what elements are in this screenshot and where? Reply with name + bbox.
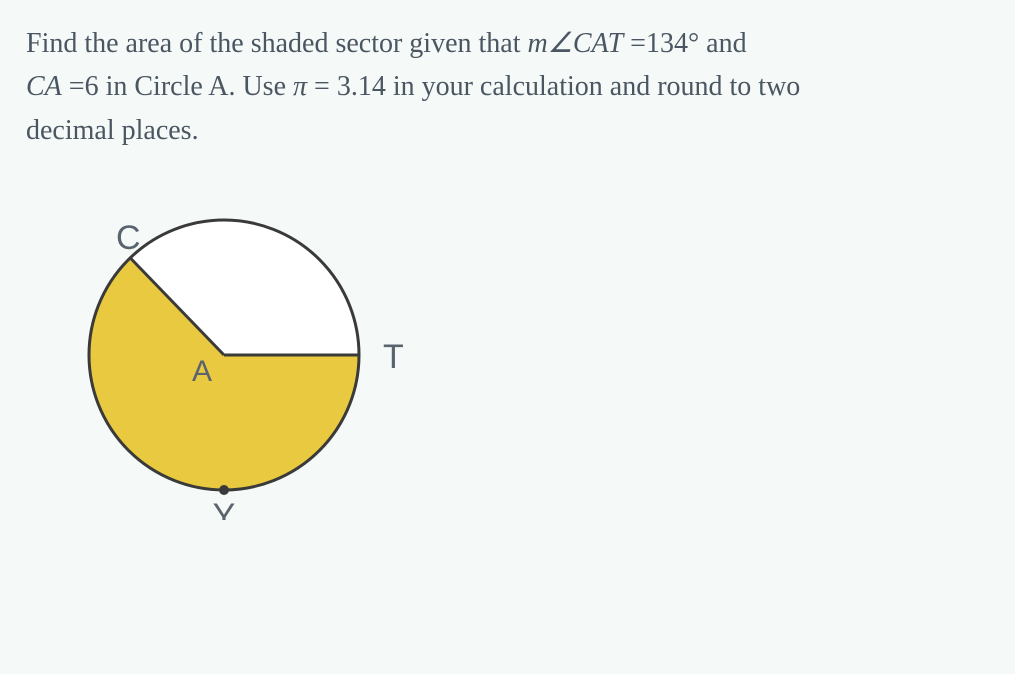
- text-part: Find the area of the shaded sector given…: [26, 28, 528, 59]
- label-C: C: [116, 219, 141, 257]
- pi-value: 3.14: [337, 71, 386, 102]
- label-Y: Y: [213, 497, 236, 520]
- equals: =: [307, 71, 337, 102]
- circle-diagram-svg: C T Y A: [54, 160, 414, 520]
- label-T: T: [383, 338, 404, 376]
- equals: =: [62, 71, 85, 102]
- degree-symbol: °: [688, 28, 699, 59]
- segment-CA: CA: [26, 71, 62, 102]
- diagram: C T Y A: [54, 160, 989, 525]
- equals: =: [623, 28, 646, 59]
- pi-symbol: π: [293, 71, 307, 102]
- angle-value: 134: [646, 28, 688, 59]
- text-part: in Circle A. Use: [99, 71, 293, 102]
- text-part: in your calculation and round to two: [386, 71, 800, 102]
- text-part: decimal places.: [26, 115, 199, 146]
- label-A: A: [192, 355, 212, 388]
- angle-expression: m∠CAT: [528, 28, 624, 59]
- page: Find the area of the shaded sector given…: [0, 0, 1015, 674]
- text-part: and: [699, 28, 746, 59]
- problem-text: Find the area of the shaded sector given…: [26, 22, 989, 152]
- radius-value: 6: [85, 71, 99, 102]
